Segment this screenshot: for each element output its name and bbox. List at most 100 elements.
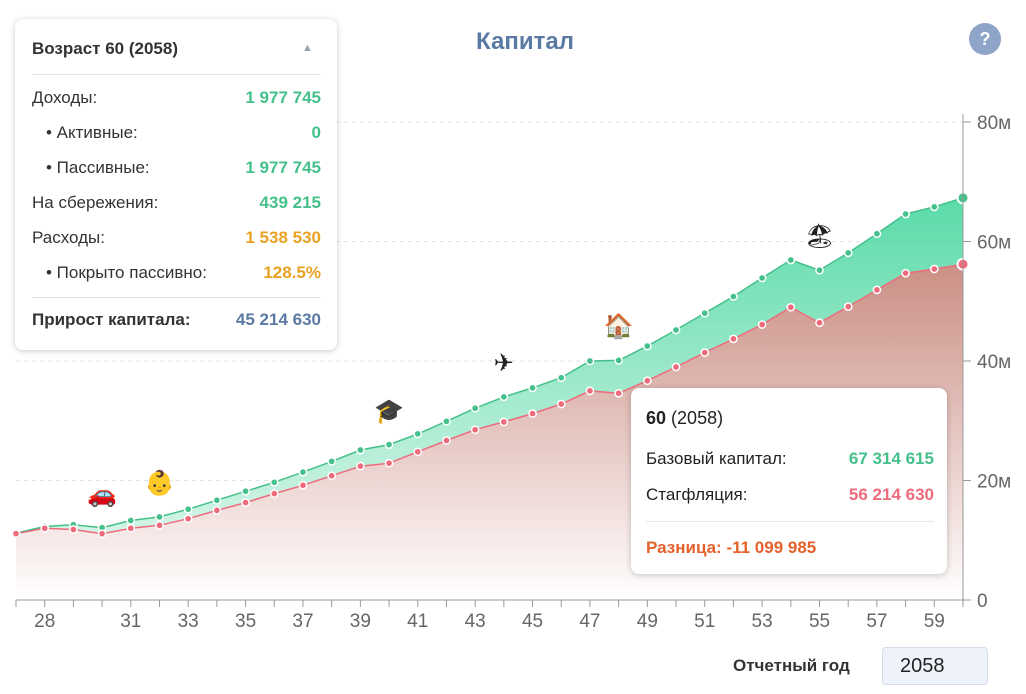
base-point (126, 516, 136, 525)
stagflation-point (901, 268, 910, 278)
baby-icon[interactable]: 👶 (144, 468, 175, 497)
collapse-caret-icon[interactable]: ▲ (302, 42, 313, 54)
stagflation-point (269, 489, 279, 498)
y-tick-label: 40м (977, 352, 1011, 373)
stagflation-point (327, 471, 337, 481)
x-tick-label: 33 (178, 611, 199, 632)
base-point (556, 373, 566, 383)
stagflation-point (872, 285, 882, 295)
base-point (183, 504, 193, 514)
y-tick-label: 0 (977, 591, 988, 612)
base-point (815, 265, 824, 275)
y-tick-label: 80м (977, 113, 1011, 134)
income-value: 1 977 745 (245, 88, 321, 107)
x-tick-label: 49 (637, 611, 658, 632)
income-row: Доходы: 1 977 745 (32, 88, 321, 110)
capital-growth-value: 45 214 630 (235, 310, 321, 329)
airplane-icon[interactable]: ✈ (493, 348, 514, 377)
stagflation-point (442, 436, 451, 445)
tooltip-year: (2058) (671, 408, 724, 428)
x-tick-label: 55 (809, 611, 830, 632)
capital-growth-row: Прирост капитала: 45 214 630 (32, 310, 321, 332)
tooltip-difference: Разница: -11 099 985 (646, 538, 817, 557)
x-tick-label: 41 (407, 611, 428, 632)
income-label: Доходы: (32, 88, 98, 107)
base-point (384, 440, 394, 449)
base-point (470, 403, 480, 413)
base-point (585, 356, 595, 366)
stagflation-point (556, 399, 566, 409)
stagflation-point (671, 362, 681, 372)
savings-row: На сбережения: 439 215 (32, 193, 321, 215)
report-year-input[interactable] (882, 647, 988, 685)
base-point (155, 512, 164, 522)
stagflation-point (786, 302, 796, 312)
base-line (15, 197, 964, 534)
report-year-label: Отчетный год (733, 656, 850, 675)
savings-label: На сбережения: (32, 193, 159, 212)
x-tick-label: 51 (694, 611, 715, 632)
stagflation-point (126, 523, 136, 533)
capital-growth-label: Прирост капитала: (32, 310, 191, 329)
passive-coverage-value: 128.5% (263, 263, 321, 282)
x-tick-label: 43 (465, 611, 486, 632)
base-point (901, 209, 910, 219)
tooltip-divider (646, 521, 934, 522)
stagflation-point (11, 529, 21, 539)
house-icon[interactable]: 🏠 (603, 312, 634, 341)
tooltip-age: 60 (646, 408, 667, 428)
stagflation-point (413, 447, 423, 457)
passive-coverage-label: • Покрыто пассивно: (46, 263, 207, 282)
expenses-value: 1 538 530 (245, 228, 321, 247)
base-point (729, 292, 738, 301)
base-point (614, 356, 623, 365)
base-point (212, 495, 222, 505)
base-point (872, 229, 882, 239)
stagflation-line (15, 263, 964, 535)
x-tick-label: 57 (866, 611, 887, 632)
base-point (499, 392, 509, 402)
stagflation-point (356, 461, 365, 471)
base-point (413, 429, 423, 439)
stagflation-point (729, 334, 738, 344)
y-tick-label: 60м (977, 233, 1011, 254)
active-income-label: • Активные: (46, 123, 138, 142)
x-tick-label: 35 (235, 611, 256, 632)
help-button[interactable]: ? (969, 23, 1001, 55)
x-tick-label: 28 (34, 611, 55, 632)
base-point (700, 308, 710, 318)
base-point (269, 477, 279, 487)
passive-income-label: • Пассивные: (46, 158, 150, 177)
tooltip-stagflation-value: 56 214 630 (848, 485, 934, 504)
stagflation-point (700, 348, 710, 357)
base-point (929, 202, 939, 212)
base-point (786, 255, 796, 265)
stagflation-point (614, 388, 623, 398)
active-income-value: 0 (311, 123, 321, 142)
passive-income-value: 1 977 745 (245, 158, 321, 177)
base-point (298, 467, 308, 477)
tooltip-base-label: Базовый капитал: (646, 449, 787, 468)
x-tick-label: 39 (350, 611, 371, 632)
stagflation-point (298, 480, 308, 490)
beach-umbrella-icon[interactable]: 🏖 (804, 222, 835, 251)
stagflation-point (585, 386, 595, 396)
stagflation-point (384, 458, 394, 468)
car-icon[interactable]: 🚗 (87, 479, 118, 508)
x-tick-label: 45 (522, 611, 543, 632)
chart-tooltip: 60 (2058) Базовый капитал: 67 314 615 Ст… (631, 388, 947, 574)
x-tick-label: 59 (924, 611, 945, 632)
stagflation-point (815, 318, 824, 328)
stagflation-point (757, 320, 767, 329)
expenses-row: Расходы: 1 538 530 (32, 228, 321, 250)
stagflation-point (470, 425, 480, 435)
base-point (442, 416, 451, 426)
base-point (642, 341, 652, 351)
graduation-cap-icon[interactable]: 🎓 (374, 396, 404, 425)
age-info-panel: Возраст 60 (2058) ▲ Доходы: 1 977 745 • … (15, 19, 337, 350)
stagflation-point (40, 523, 50, 533)
y-tick-label: 20м (977, 472, 1011, 493)
x-tick-label: 37 (292, 611, 313, 632)
base-point (671, 325, 681, 335)
base-point (241, 486, 250, 496)
